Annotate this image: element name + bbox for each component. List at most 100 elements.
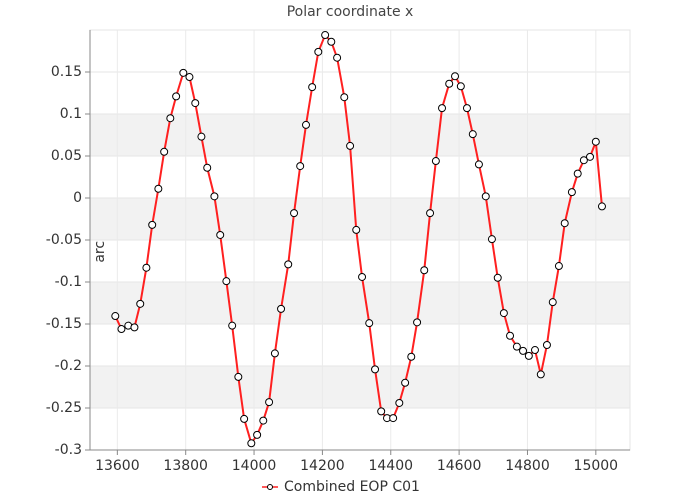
data-point xyxy=(148,220,157,229)
data-point xyxy=(191,99,200,108)
data-point xyxy=(426,209,435,218)
data-point xyxy=(445,79,454,88)
data-point xyxy=(340,93,349,102)
data-point xyxy=(172,92,181,101)
data-point xyxy=(451,72,460,81)
data-point xyxy=(474,160,483,169)
x-tick-label: 14400 xyxy=(368,458,413,474)
data-point xyxy=(591,137,600,146)
data-point xyxy=(259,416,268,425)
band xyxy=(90,282,630,324)
data-point xyxy=(413,318,422,327)
data-point xyxy=(160,147,169,156)
data-point xyxy=(431,157,440,166)
data-point xyxy=(420,266,429,275)
data-point xyxy=(567,188,576,197)
data-point xyxy=(253,430,262,439)
data-point xyxy=(333,53,342,62)
data-point xyxy=(284,260,293,269)
x-tick-label: 14200 xyxy=(300,458,345,474)
data-point xyxy=(462,104,471,113)
data-point xyxy=(216,230,225,239)
data-point xyxy=(142,263,151,272)
data-point xyxy=(401,378,410,387)
data-point xyxy=(277,304,286,313)
data-point xyxy=(234,372,243,381)
x-tick-label: 14000 xyxy=(232,458,277,474)
y-tick-label: 0 xyxy=(73,190,82,206)
data-point xyxy=(506,331,515,340)
y-tick-label: -0.15 xyxy=(46,316,82,332)
data-point xyxy=(185,73,194,82)
data-point xyxy=(352,225,361,234)
y-tick-label: -0.1 xyxy=(55,274,82,290)
data-point xyxy=(240,414,249,423)
data-point xyxy=(597,202,606,211)
data-point xyxy=(377,407,386,416)
data-point xyxy=(530,346,539,355)
y-tick-label: 0.15 xyxy=(51,64,82,80)
data-point xyxy=(560,219,569,228)
data-point xyxy=(407,352,416,361)
data-point xyxy=(308,83,317,92)
data-point xyxy=(296,162,305,171)
data-point xyxy=(536,370,545,379)
band xyxy=(90,198,630,240)
legend-label: Combined EOP C01 xyxy=(284,479,420,495)
band xyxy=(90,366,630,408)
data-point xyxy=(573,169,582,178)
x-tick-label: 14800 xyxy=(505,458,550,474)
data-point xyxy=(228,321,237,330)
data-point xyxy=(548,298,557,307)
data-point xyxy=(487,235,496,244)
data-point xyxy=(327,37,336,46)
data-point xyxy=(314,47,323,56)
data-point xyxy=(117,325,126,334)
data-point xyxy=(130,323,139,332)
x-tick-label: 15000 xyxy=(574,458,619,474)
x-tick-label: 14600 xyxy=(437,458,482,474)
data-point xyxy=(197,132,206,141)
data-point xyxy=(265,398,274,407)
data-point xyxy=(456,82,465,91)
data-point xyxy=(302,120,310,129)
chart-title: Polar coordinate x xyxy=(287,4,414,20)
data-point xyxy=(389,414,398,423)
data-point xyxy=(542,341,551,349)
y-tick-label: 0.1 xyxy=(60,106,82,122)
data-point xyxy=(524,351,533,360)
data-point xyxy=(365,319,374,328)
data-point xyxy=(358,272,367,281)
data-point xyxy=(154,184,163,193)
data-point xyxy=(579,156,588,165)
data-point xyxy=(166,114,175,123)
data-point xyxy=(438,104,447,113)
x-tick-label: 13600 xyxy=(95,458,140,474)
data-point xyxy=(179,68,188,77)
data-point xyxy=(290,209,299,218)
y-tick-label: -0.05 xyxy=(46,232,82,248)
data-point xyxy=(519,346,528,355)
data-point xyxy=(321,31,330,40)
legend-marker xyxy=(267,484,273,490)
data-point xyxy=(210,192,219,201)
y-tick-label: -0.25 xyxy=(46,400,82,416)
data-point xyxy=(136,299,145,308)
data-point xyxy=(203,163,212,172)
data-point xyxy=(270,349,279,358)
data-point xyxy=(395,398,404,407)
data-point xyxy=(111,312,120,321)
y-tick-label: 0.05 xyxy=(51,148,82,164)
data-point xyxy=(247,439,256,448)
band xyxy=(90,114,630,156)
data-point xyxy=(512,342,521,351)
data-point xyxy=(222,277,231,286)
data-point xyxy=(499,309,508,318)
y-tick-label: -0.2 xyxy=(55,358,82,374)
data-point xyxy=(468,130,477,139)
x-tick-label: 13800 xyxy=(163,458,208,474)
y-tick-label: -0.3 xyxy=(55,442,82,458)
data-point xyxy=(371,365,380,374)
data-point xyxy=(346,141,355,150)
